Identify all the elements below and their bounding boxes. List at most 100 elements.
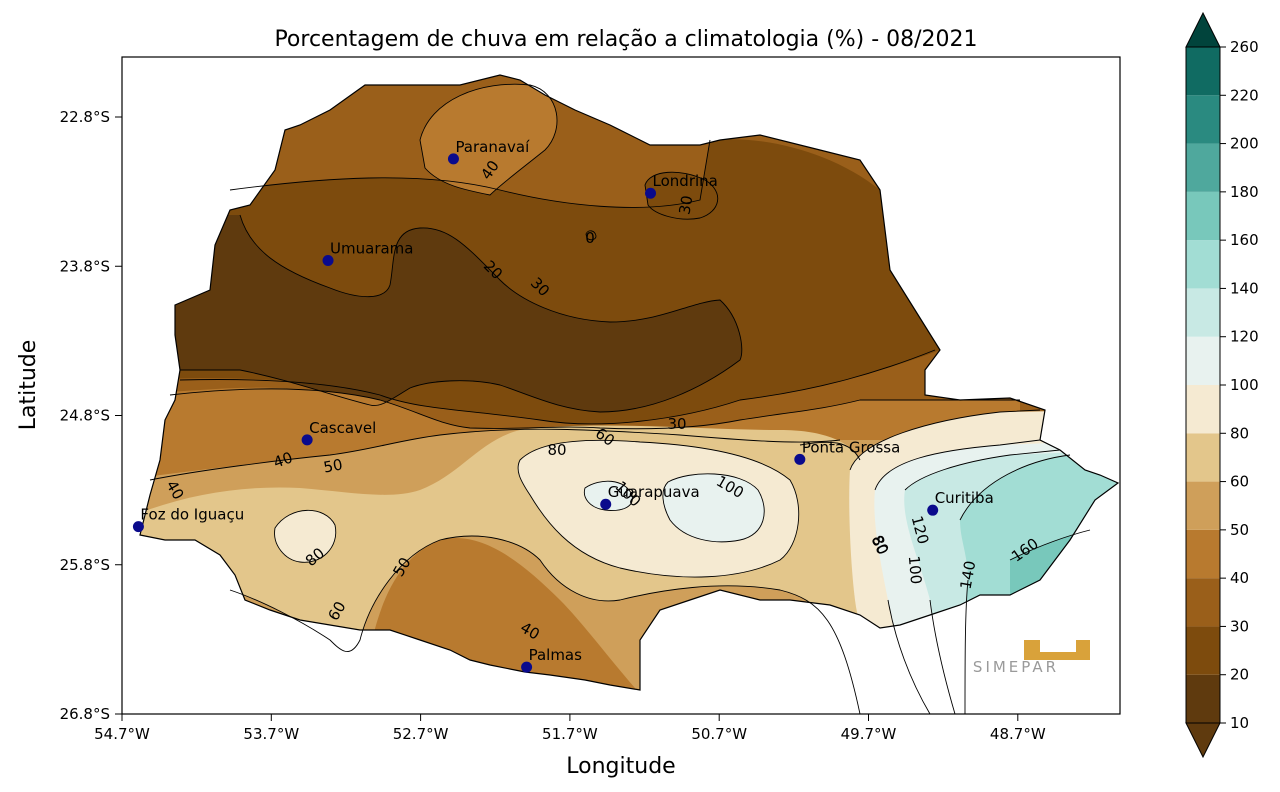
contour-line-30-south: [179, 349, 936, 425]
fill-10-20: [140, 215, 742, 412]
colorbar-label: 50: [1230, 521, 1249, 539]
simepar-logo-text: SIMEPAR: [973, 658, 1059, 676]
contour-line-0-islet: [585, 230, 597, 241]
city-label: Curitiba: [935, 489, 994, 507]
city-marker: [521, 661, 533, 673]
colorbar-bin: [1186, 433, 1220, 482]
simepar-logo-mark: [1024, 640, 1090, 660]
colorbar-label: 140: [1230, 279, 1259, 297]
colorbar-label: 120: [1230, 328, 1259, 346]
colorbar-bin: [1186, 47, 1220, 96]
city-marker: [927, 504, 939, 516]
colorbar-label: 100: [1230, 376, 1259, 394]
colorbar-label: 20: [1230, 666, 1249, 684]
y-tick-label: 25.8°S: [60, 556, 110, 574]
colorbar-bin: [1186, 385, 1220, 434]
contour-line-80-central: [517, 439, 800, 578]
city-marker: [645, 187, 657, 199]
y-tick-label: 24.8°S: [60, 407, 110, 425]
contour-line-140: [959, 454, 1071, 715]
colorbar-bin: [1186, 95, 1220, 144]
city-label: Umuarama: [330, 240, 413, 258]
contour-line-30-north: [229, 139, 711, 208]
colorbar-label: 30: [1230, 617, 1249, 635]
map-title: Porcentagem de chuva em relação a climat…: [274, 27, 977, 52]
y-axis-ticks: 22.8°S 23.8°S 24.8°S 25.8°S 26.8°S: [60, 108, 122, 723]
fill-80-100-foz: [274, 510, 336, 563]
colorbar-label: 40: [1230, 569, 1249, 587]
city-label: Foz do Iguaçu: [140, 506, 244, 524]
colorbar-bin: [1186, 481, 1220, 530]
colorbar-bin: [1186, 191, 1220, 241]
contour-label: 50: [322, 455, 344, 476]
colorbar-bin: [1186, 288, 1220, 337]
colorbar-bin: [1186, 240, 1220, 289]
colorbar-label: 260: [1230, 38, 1259, 56]
contour-line-20: [180, 214, 743, 413]
fill-80-100-central: [518, 440, 799, 578]
x-tick-label: 54.7°W: [94, 725, 150, 743]
contour-label: 80: [547, 441, 566, 459]
city-label: Guarapuava: [608, 483, 700, 501]
contour-line-40-south: [169, 388, 1020, 430]
contour-line-120: [904, 449, 1061, 715]
contour-label: 0: [585, 229, 595, 247]
contour-line-40-north: [419, 83, 558, 196]
contour-label: 40: [271, 448, 295, 471]
x-tick-label: 51.7°W: [542, 725, 598, 743]
colorbar-label: 200: [1230, 135, 1259, 153]
x-tick-label: 52.7°W: [393, 725, 449, 743]
city-label: Londrina: [653, 172, 718, 190]
city-label: Cascavel: [309, 419, 376, 437]
x-tick-label: 49.7°W: [841, 725, 897, 743]
city-marker: [794, 453, 806, 465]
y-tick-label: 26.8°S: [60, 705, 110, 723]
contour-line-160: [1009, 529, 1091, 561]
map-axes-frame: [121, 56, 1121, 715]
colorbar-label: 10: [1230, 714, 1249, 732]
colorbar-bin: [1186, 674, 1220, 723]
city-marker: [301, 434, 313, 446]
contour-label: 80: [868, 533, 891, 557]
x-tick-label: 50.7°W: [691, 725, 747, 743]
colorbar-bin: [1186, 578, 1220, 627]
city-marker: [322, 255, 334, 267]
contour-line-60: [229, 535, 861, 715]
contour-line-50: [149, 428, 841, 481]
y-tick-label: 22.8°S: [60, 108, 110, 126]
x-axis-title: Longitude: [566, 754, 675, 779]
x-tick-label: 48.7°W: [990, 725, 1046, 743]
y-tick-label: 23.8°S: [60, 257, 110, 275]
city-label: Paranavaí: [455, 138, 530, 156]
colorbar-over-triangle: [1185, 11, 1221, 48]
contour-line-30-londrina: [644, 171, 719, 220]
contour-line-100-central: [662, 473, 765, 543]
colorbar-label: 80: [1230, 424, 1249, 442]
city-marker: [600, 498, 612, 510]
contour-line-100-guarapuava: [583, 480, 633, 511]
colorbar-label: 220: [1230, 86, 1259, 104]
fill-100-120-central: [662, 473, 765, 542]
fill-100-120-guarapuava: [584, 481, 633, 511]
colorbar-bin: [1186, 626, 1220, 675]
colorbar-bin: [1186, 529, 1220, 579]
contour-line-80-east: [849, 409, 1041, 471]
contour-label: 100: [905, 555, 925, 585]
contour-label: 140: [957, 559, 980, 590]
city-label: Ponta Grossa: [802, 438, 901, 456]
contour-lines: [149, 83, 1091, 715]
colorbar-label: 160: [1230, 231, 1259, 249]
colorbar-bin: [1186, 336, 1220, 385]
city-marker: [132, 521, 144, 533]
contour-line-80-foz: [274, 509, 337, 563]
contour-line-100-east: [874, 439, 1041, 715]
colorbar: 10 20 30 40 50 60 80 100 120 140 160 180 200 220 260: [1185, 11, 1259, 759]
simepar-logo: SIMEPAR: [973, 640, 1090, 676]
contour-label: 30: [667, 415, 686, 433]
colorbar-under-triangle: [1185, 722, 1221, 759]
parana-state-outline: [139, 74, 1120, 691]
city-label: Palmas: [529, 646, 583, 664]
cities-layer: Paranavaí Londrina Umuarama Cascavel Ponta G…: [132, 138, 994, 673]
colorbar-label: 180: [1230, 183, 1259, 201]
